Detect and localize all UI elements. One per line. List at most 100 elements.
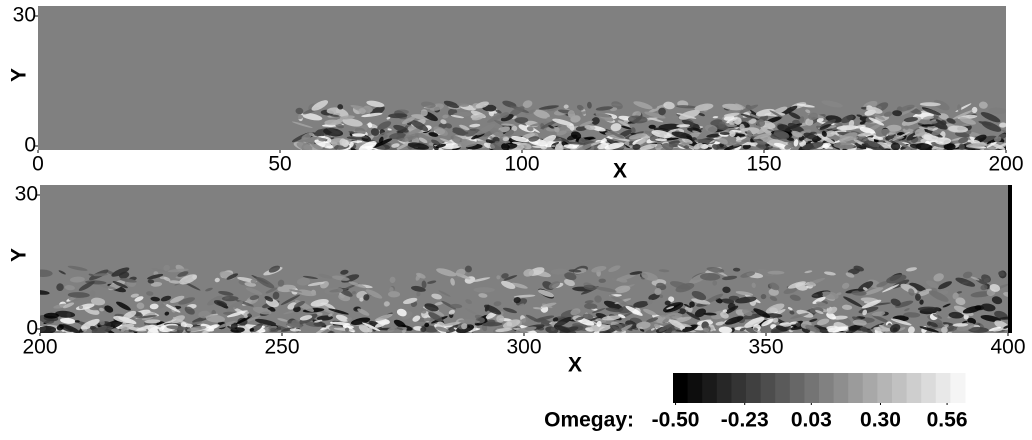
colorbar-step (819, 373, 835, 403)
vortex-blob (933, 273, 944, 282)
vortex-blob (418, 137, 428, 144)
vortex-blob (681, 119, 701, 129)
vortex-blob (500, 112, 510, 119)
vortex-blob (147, 273, 164, 280)
vortex-blob (610, 123, 622, 132)
vortex-blob (564, 272, 577, 281)
y-tick-label: 0 (26, 317, 38, 340)
vortex-blob (821, 142, 831, 148)
vortex-blob (167, 268, 189, 273)
vortex-blob (668, 296, 675, 302)
vortex-blob (56, 324, 64, 331)
vortex-blob (214, 277, 220, 283)
vortex-blob (756, 119, 766, 127)
vortex-blob (402, 133, 420, 142)
vortex-blob (296, 114, 304, 120)
vortex-blob (345, 327, 350, 332)
vortex-blob (277, 279, 285, 287)
vortex-blob (388, 113, 408, 119)
vortex-blob (461, 323, 468, 330)
vortex-blob (826, 312, 837, 320)
vortex-blob (293, 306, 301, 313)
vortex-blob (659, 294, 664, 298)
vortex-blob (611, 278, 617, 282)
colorbar-label: Omegay: (544, 409, 634, 432)
vortex-blob (706, 133, 721, 138)
vortex-blob (391, 143, 400, 148)
vortex-blob (799, 116, 805, 124)
vortex-blob (726, 124, 738, 128)
vortex-blob (387, 128, 392, 131)
vortex-blob (570, 131, 582, 140)
vortex-blob (814, 324, 829, 333)
vortex-blob (678, 109, 700, 120)
vortex-blob (440, 119, 447, 125)
vortex-blob (740, 113, 761, 121)
vortex-blob (339, 138, 346, 146)
vortex-blob (396, 308, 407, 317)
vortex-blob (366, 100, 385, 108)
vortex-blob (295, 107, 304, 115)
vortex-blob (926, 280, 939, 289)
vortex-blob (676, 124, 691, 128)
vortex-blob (226, 273, 239, 280)
vortex-blob (678, 142, 691, 146)
vortex-blob (99, 307, 105, 312)
vortex-blob (817, 133, 835, 144)
vortex-blob (735, 291, 754, 296)
vortex-blob (452, 130, 469, 135)
vortex-blob (789, 310, 795, 315)
y-tick-label: 30 (15, 183, 38, 206)
vortex-blob (968, 326, 989, 333)
vortex-blob (372, 138, 393, 148)
vortex-blob (457, 140, 478, 148)
vortex-blob (883, 111, 893, 117)
vortex-blob (845, 272, 855, 278)
vortex-blob (205, 287, 213, 292)
vortex-blob (922, 116, 935, 120)
vortex-blob (528, 136, 540, 142)
vortex-blob (473, 287, 495, 293)
vortex-blob (62, 302, 75, 309)
vortex-blob (56, 283, 64, 292)
vortex-blob (200, 323, 215, 332)
vortex-blob (450, 114, 465, 119)
vortex-blob (439, 138, 453, 144)
vortex-blob (926, 120, 938, 124)
vortex-blob (490, 142, 504, 150)
vortex-blob (116, 301, 131, 311)
vortex-blob (393, 319, 406, 329)
vortex-blob (648, 103, 668, 114)
vortex-blob (424, 322, 430, 328)
vortex-blob (856, 114, 863, 118)
vortex-blob (515, 326, 537, 333)
vortex-blob (987, 141, 997, 148)
vortex-blob (294, 300, 305, 308)
vortex-blob (625, 305, 643, 316)
vortex-blob (992, 328, 1003, 332)
colorbar-tick-label: -0.50 (652, 409, 700, 432)
vortex-blob (732, 129, 742, 133)
vortex-blob (226, 310, 248, 318)
vortex-blob (67, 265, 88, 271)
vortex-blob (882, 284, 900, 293)
vortex-blob (958, 143, 965, 150)
vortex-blob (516, 303, 525, 309)
vortex-blob (848, 119, 855, 128)
x-tick-label: 200 (988, 153, 1023, 176)
vortex-blob (346, 317, 352, 321)
colorbar-step (702, 373, 718, 403)
vortex-blob (824, 130, 836, 137)
vortex-blob (226, 300, 244, 312)
vortex-blob (636, 321, 651, 330)
vortex-blob (99, 284, 117, 290)
vortex-blob (595, 106, 613, 111)
vortex-blob (465, 299, 473, 305)
vortex-blob (816, 117, 824, 123)
colorbar-step (848, 373, 864, 403)
vortex-blob (687, 127, 702, 133)
vortex-blob (389, 287, 394, 293)
vortex-blob (683, 303, 692, 309)
vortex-blob (111, 267, 130, 277)
vortex-blob (801, 142, 824, 150)
